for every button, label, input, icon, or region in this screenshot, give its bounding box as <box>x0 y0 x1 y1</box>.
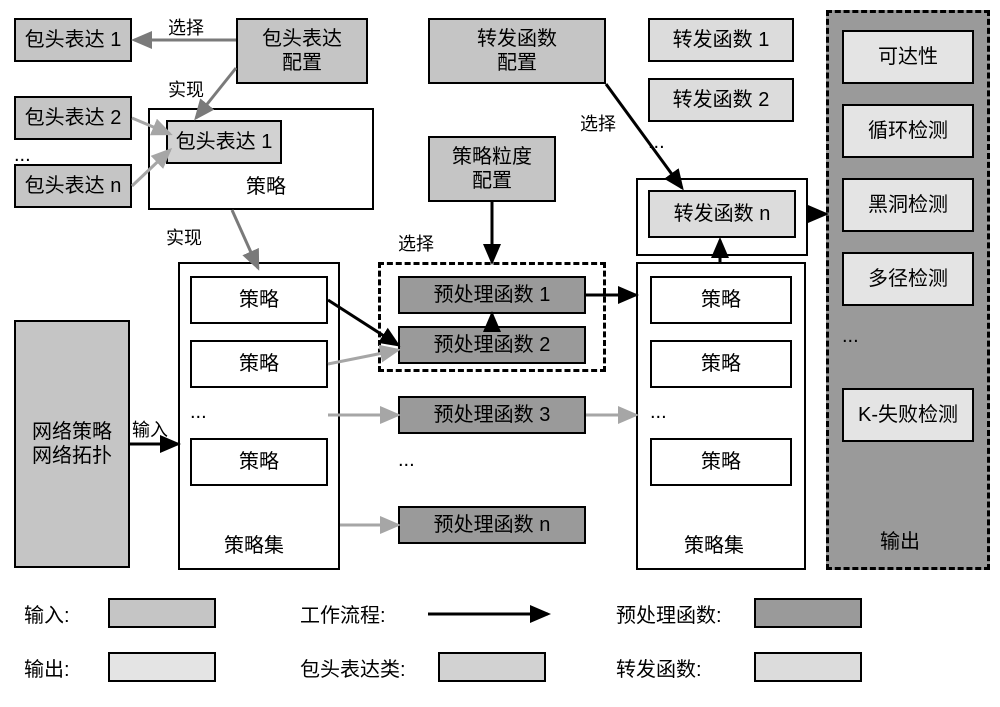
legend-forward-label: 转发函数: <box>616 658 702 682</box>
legend-preproc-label: 预处理函数: <box>616 604 722 628</box>
preproc-fn-2: 预处理函数 2 <box>398 326 586 364</box>
header-expr-ellipsis: ... <box>14 143 31 167</box>
preproc-fn-4: 预处理函数 n <box>398 506 586 544</box>
header-expr-n: 包头表达 n <box>14 164 132 208</box>
policy-set-1-item-2: 策略 <box>190 438 328 486</box>
forward-config-l1: 转发函数 <box>477 27 557 51</box>
arrow-label-fwdcfg-to-fwdn: 选择 <box>580 114 616 136</box>
legend-header-swatch <box>438 652 546 682</box>
forward-fn-1: 转发函数 1 <box>648 18 794 62</box>
policy-set-1-label: 策略集 <box>224 534 284 558</box>
output-item-kfail: K-失败检测 <box>842 388 974 442</box>
legend-input-swatch <box>108 598 216 628</box>
policy-box-header-expr: 包头表达 1 <box>166 120 282 164</box>
arrow-label-gran-to-predash: 选择 <box>398 234 434 256</box>
output-ellipsis: ... <box>842 324 859 348</box>
granularity-config: 策略粒度配置 <box>428 136 556 202</box>
policy-box-label: 策略 <box>246 175 286 199</box>
net-topo: 网络策略网络拓扑 <box>14 320 130 568</box>
output-item-reach: 可达性 <box>842 30 974 84</box>
legend-forward-swatch <box>754 652 862 682</box>
output-item-loop: 循环检测 <box>842 104 974 158</box>
output-item-blackhole: 黑洞检测 <box>842 178 974 232</box>
policy-set-2-label: 策略集 <box>684 534 744 558</box>
output-label: 输出 <box>880 530 920 554</box>
header-config-l2: 配置 <box>262 51 342 75</box>
legend-preproc-swatch <box>754 598 862 628</box>
header-expr-2: 包头表达 2 <box>14 96 132 140</box>
legend-output-swatch <box>108 652 216 682</box>
arrow-label-hdrcfg-to-hdr1: 选择 <box>168 18 204 40</box>
policy-set-1-ellipsis: ... <box>190 400 207 424</box>
policy-set-2-item-0: 策略 <box>650 276 792 324</box>
preproc-fn-1: 预处理函数 1 <box>398 276 586 314</box>
arrow-policybox-to-policyset <box>232 210 258 268</box>
forward-fn-n: 转发函数 n <box>648 190 796 238</box>
legend-output-label: 输出: <box>24 658 70 682</box>
granularity-config-l2: 配置 <box>452 169 532 193</box>
legend-header-label: 包头表达类: <box>300 658 406 682</box>
policy-set-2-ellipsis: ... <box>650 400 667 424</box>
output-item-multipath: 多径检测 <box>842 252 974 306</box>
header-config-l1: 包头表达 <box>262 27 342 51</box>
forward-config: 转发函数配置 <box>428 18 606 84</box>
arrow-label-hdrcfg-to-policybox: 实现 <box>168 80 204 102</box>
preproc-ellipsis: ... <box>398 448 415 472</box>
policy-set-2-item-2: 策略 <box>650 438 792 486</box>
forward-config-l2: 配置 <box>477 51 557 75</box>
net-topo-l1: 网络策略 <box>32 420 112 444</box>
legend-input-label: 输入: <box>24 604 70 628</box>
policy-set-1-item-0: 策略 <box>190 276 328 324</box>
header-config: 包头表达配置 <box>236 18 368 84</box>
forward-fn-ellipsis: ... <box>648 130 665 154</box>
header-expr-1: 包头表达 1 <box>14 18 132 62</box>
forward-fn-2: 转发函数 2 <box>648 78 794 122</box>
policy-set-1-item-1: 策略 <box>190 340 328 388</box>
net-topo-l2: 网络拓扑 <box>32 444 112 468</box>
policy-set-2-item-1: 策略 <box>650 340 792 388</box>
arrow-label-policybox-to-policyset: 实现 <box>166 228 202 250</box>
legend-workflow-label: 工作流程: <box>300 604 386 628</box>
granularity-config-l1: 策略粒度 <box>452 145 532 169</box>
arrow-label-nettopo-to-policyset: 输入 <box>132 420 168 442</box>
preproc-fn-3: 预处理函数 3 <box>398 396 586 434</box>
